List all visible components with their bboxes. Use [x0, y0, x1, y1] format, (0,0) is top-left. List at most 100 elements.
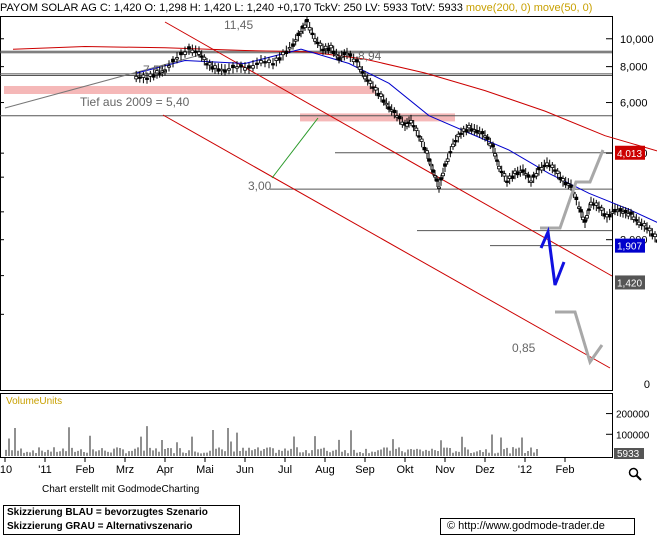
price-badge-label: 1,420 [617, 278, 642, 289]
candle-body [387, 106, 391, 110]
magnifier-icon[interactable] [628, 467, 642, 481]
candle-body [539, 167, 544, 171]
x-tick-label: '10 [0, 464, 12, 476]
candle-body [610, 211, 615, 214]
price-badge [615, 238, 645, 253]
candle-body [219, 68, 224, 72]
candle-body [422, 146, 427, 151]
x-tick-label: Mai [196, 464, 214, 476]
x-tick-label: Jul [278, 464, 292, 476]
candle-body [502, 173, 507, 177]
scenario-legend: Skizzierung BLAU = bevorzugtes Szenario … [3, 505, 240, 535]
candle-body [284, 50, 289, 55]
candle-body [629, 211, 633, 215]
candle-body [429, 163, 433, 167]
candle-body [574, 196, 579, 201]
candle-body [307, 27, 312, 31]
candle-body [171, 58, 175, 63]
candle-body [296, 32, 301, 37]
candle-body [318, 42, 323, 47]
source-url[interactable]: © http://www.godmode-trader.de [440, 518, 635, 535]
candle-body [239, 64, 243, 68]
candle-body [287, 47, 292, 50]
candle-body [579, 209, 583, 213]
candle-body [263, 61, 267, 64]
candle-body [243, 67, 247, 71]
candle-body [183, 51, 187, 55]
candle-body [515, 171, 520, 176]
trend-line-green [271, 117, 319, 179]
candle-body [497, 165, 501, 170]
candle-body [137, 76, 142, 79]
candle-body [523, 173, 528, 176]
x-tick-label: Feb [556, 464, 575, 476]
x-tick-label: Dez [475, 464, 495, 476]
volume-panel-frame [0, 393, 613, 458]
level-label-tief-2009: Tief aus 2009 = 5,40 [80, 95, 190, 109]
trend-line-grey [4, 54, 201, 109]
candle-body [439, 177, 443, 181]
x-tick-label: Okt [396, 464, 413, 476]
candle-body [190, 49, 195, 54]
candle-body [417, 135, 421, 138]
candle-body [305, 18, 309, 23]
candle-body [310, 32, 315, 36]
candle-body [321, 48, 325, 52]
ma50-line [136, 48, 657, 223]
volume-title: VolumeUnits [6, 396, 62, 407]
legend-blue: Skizzierung BLAU = bevorzugtes Szenario [7, 507, 208, 518]
candle-body [381, 99, 386, 103]
candle-body [251, 65, 255, 69]
candle-body [293, 39, 298, 42]
legend-grey: Skizzierung GRAU = Alternativszenario [7, 521, 193, 532]
candle-body [337, 57, 341, 61]
candle-body [555, 170, 560, 174]
candle-body [216, 68, 221, 72]
candle-body [334, 53, 339, 57]
candle-body [485, 136, 490, 140]
x-tick-label: Feb [76, 464, 95, 476]
candle-body [323, 45, 328, 50]
candle-body [491, 144, 495, 148]
candle-body [443, 163, 447, 167]
candle-body [542, 164, 547, 168]
x-tick-label: Mrz [116, 464, 134, 476]
price-badge [615, 275, 645, 290]
candle-body [379, 93, 383, 97]
candle-body [255, 62, 259, 65]
candle-body [363, 75, 367, 80]
symbol-name: PAYOM SOLAR AG [0, 2, 97, 14]
candle-body [141, 74, 146, 78]
price-badge-label: 4,013 [617, 149, 642, 160]
level-label-11-45: 11,45 [224, 18, 253, 32]
candle-body [499, 170, 504, 174]
candle-body [529, 180, 533, 183]
candle-body [585, 215, 589, 219]
candle-body [202, 56, 207, 61]
candle-body [247, 65, 251, 69]
candle-body [534, 173, 539, 177]
candle-body [271, 63, 275, 66]
chart-header: PAYOM SOLAR AG C: 1,420 O: 1,298 H: 1,42… [0, 0, 612, 16]
level-label-0-85: 0,85 [512, 341, 536, 355]
channel-lower-line [162, 114, 611, 369]
candle-body [213, 65, 217, 69]
candle-body [197, 51, 201, 55]
candle-body [495, 159, 499, 162]
candle-body [634, 219, 639, 222]
scenario-blue [539, 226, 566, 286]
candle-body [437, 186, 441, 189]
x-tick-label: Sep [355, 464, 375, 476]
candle-body [303, 24, 307, 28]
candle-body [235, 66, 239, 69]
candle-body [368, 80, 373, 84]
candle-body [653, 233, 657, 238]
candle-body [467, 124, 471, 129]
candle-body [227, 68, 231, 71]
candle-body [553, 169, 557, 172]
candle-body [577, 206, 581, 209]
level-label-8-94: 8,94 [358, 49, 382, 63]
candle-body [157, 71, 162, 75]
candle-body [637, 221, 641, 226]
